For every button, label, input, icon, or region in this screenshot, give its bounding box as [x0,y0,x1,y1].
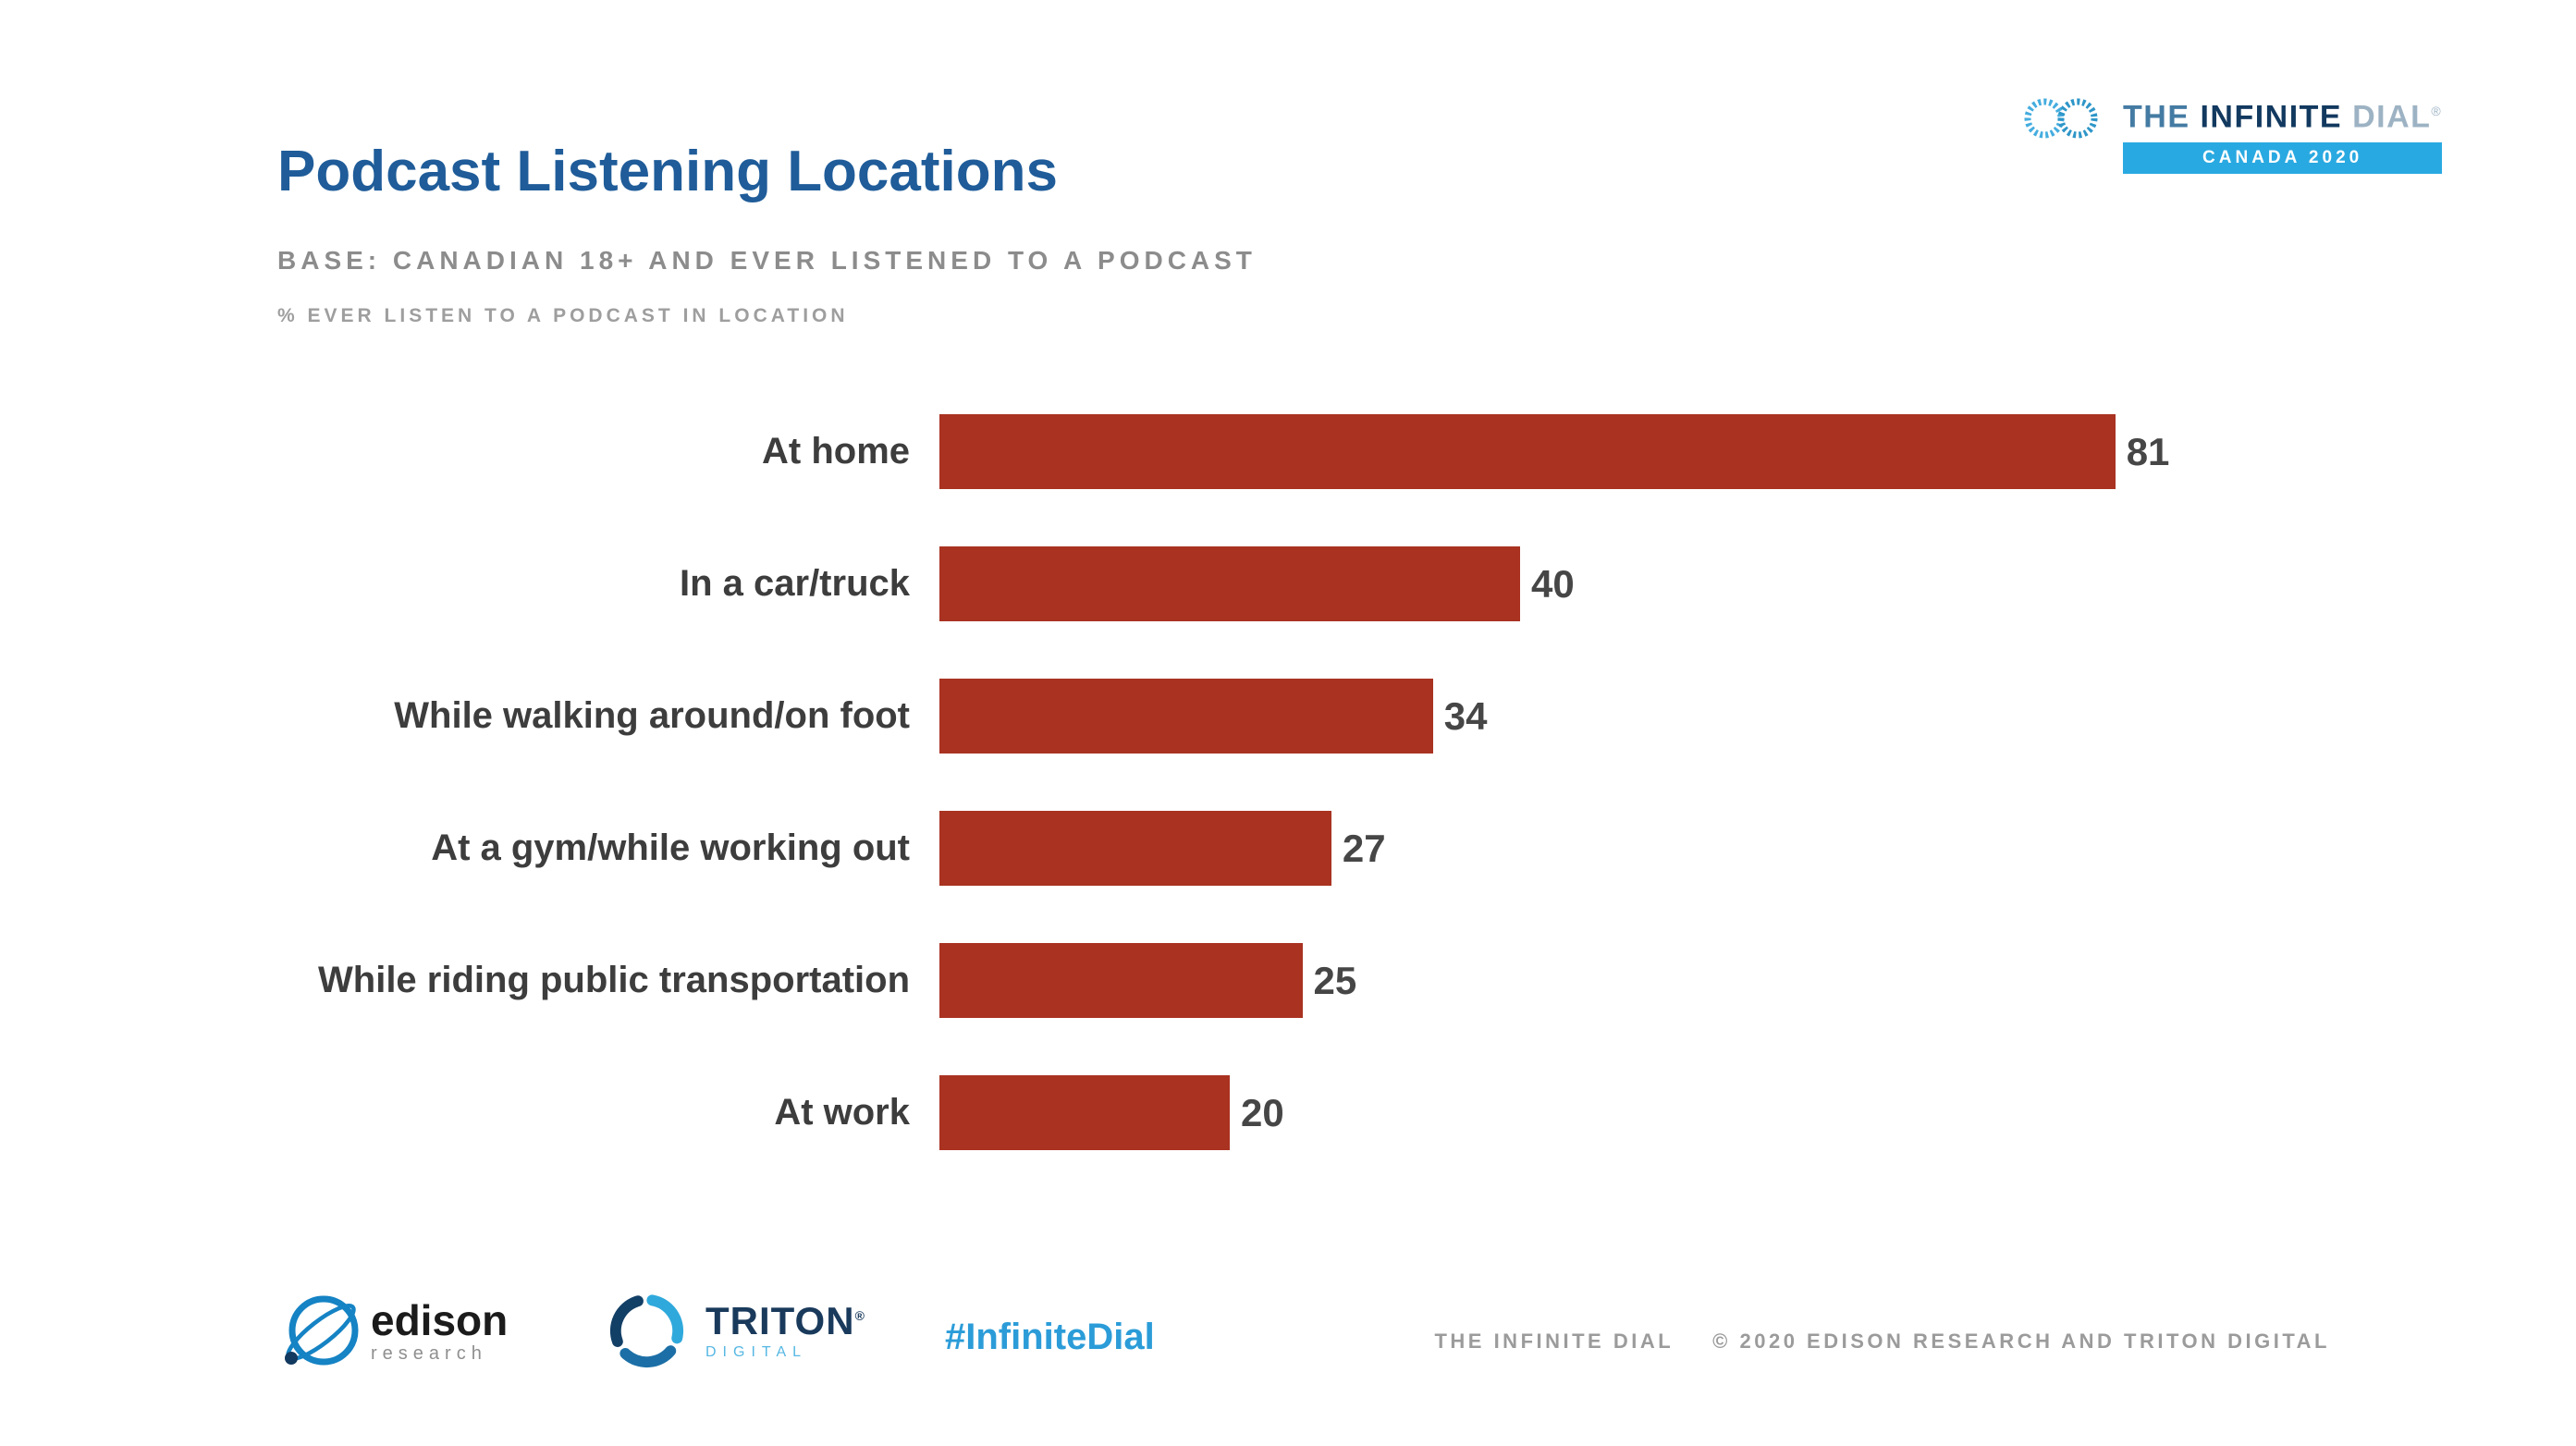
registered-mark: ® [2431,104,2443,118]
bar-label: At home [762,431,910,472]
wordmark-dial: DIAL [2352,99,2432,135]
page-title: Podcast Listening Locations [277,140,1058,203]
bar [939,943,1303,1018]
bar-value: 34 [1443,693,1488,738]
bar-row: At work 20 [277,1075,2169,1150]
bar-label: In a car/truck [679,563,910,604]
triton-subtitle: DIGITAL [705,1344,808,1360]
bar-value: 81 [2126,429,2170,473]
triton-registered-mark: ® [854,1308,865,1323]
wordmark-the: THE [2123,99,2190,135]
bar [939,414,2116,489]
hashtag-infinitedial: #InfiniteDial [945,1317,1155,1357]
bar [939,546,1520,621]
bar [939,679,1433,754]
edison-subtitle: research [371,1343,487,1364]
copyright-line: THE INFINITE DIAL © 2020 EDISON RESEARCH… [1434,1330,2330,1354]
bar-row: In a car/truck 40 [277,546,2169,621]
copyright-brand: THE INFINITE DIAL [1434,1330,1674,1353]
infinity-icon [2024,98,2098,139]
bar-value: 20 [1241,1090,1284,1134]
bar-rows: At home 81 In a car/truck 40 While walki… [277,414,2169,1150]
canada-2020-banner: CANADA 2020 [2123,142,2443,175]
bar [939,811,1331,886]
bar-row: While walking around/on foot 34 [277,679,2169,754]
triton-name: TRITON® [705,1299,865,1342]
triton-digital-logo: TRITON® DIGITAL [603,1287,865,1375]
bar-row: While riding public transportation 25 [277,943,2169,1018]
wordmark-text: THE INFINITE DIAL® [2123,92,2442,135]
bar-label: While walking around/on foot [394,695,910,736]
bar-row: At a gym/while working out 27 [277,811,2169,886]
wordmark-infinite: INFINITE [2200,99,2343,135]
bar-row: At home 81 [277,414,2169,489]
triton-logo-icon [609,1293,684,1368]
edison-research-logo: edison research [277,1287,508,1375]
bar-value: 27 [1342,826,1386,870]
chart-metric-note: % EVER LISTEN TO A PODCAST IN LOCATION [277,305,849,326]
bar-label: At a gym/while working out [431,827,910,868]
copyright-text: © 2020 EDISON RESEARCH AND TRITON DIGITA… [1712,1330,2330,1353]
bar-value: 25 [1313,958,1357,1002]
bar-label: While riding public transportation [318,960,910,1000]
infinite-dial-wordmark: THE INFINITE DIAL® CANADA 2020 [2123,92,2443,175]
triton-logo-text: TRITON® DIGITAL [705,1302,865,1360]
edison-logo-icon [285,1295,359,1366]
bar-value: 40 [1531,561,1575,606]
bar-chart: At home 81 In a car/truck 40 While walki… [277,414,2169,1207]
bar-label: At work [774,1092,910,1133]
bar [939,1075,1230,1150]
edison-name: edison [371,1296,509,1344]
edison-logo-text: edison research [371,1299,508,1363]
chart-base-note: BASE: CANADIAN 18+ AND EVER LISTENED TO … [277,246,1257,275]
infinite-dial-logo: THE INFINITE DIAL® CANADA 2020 [2016,92,2443,175]
